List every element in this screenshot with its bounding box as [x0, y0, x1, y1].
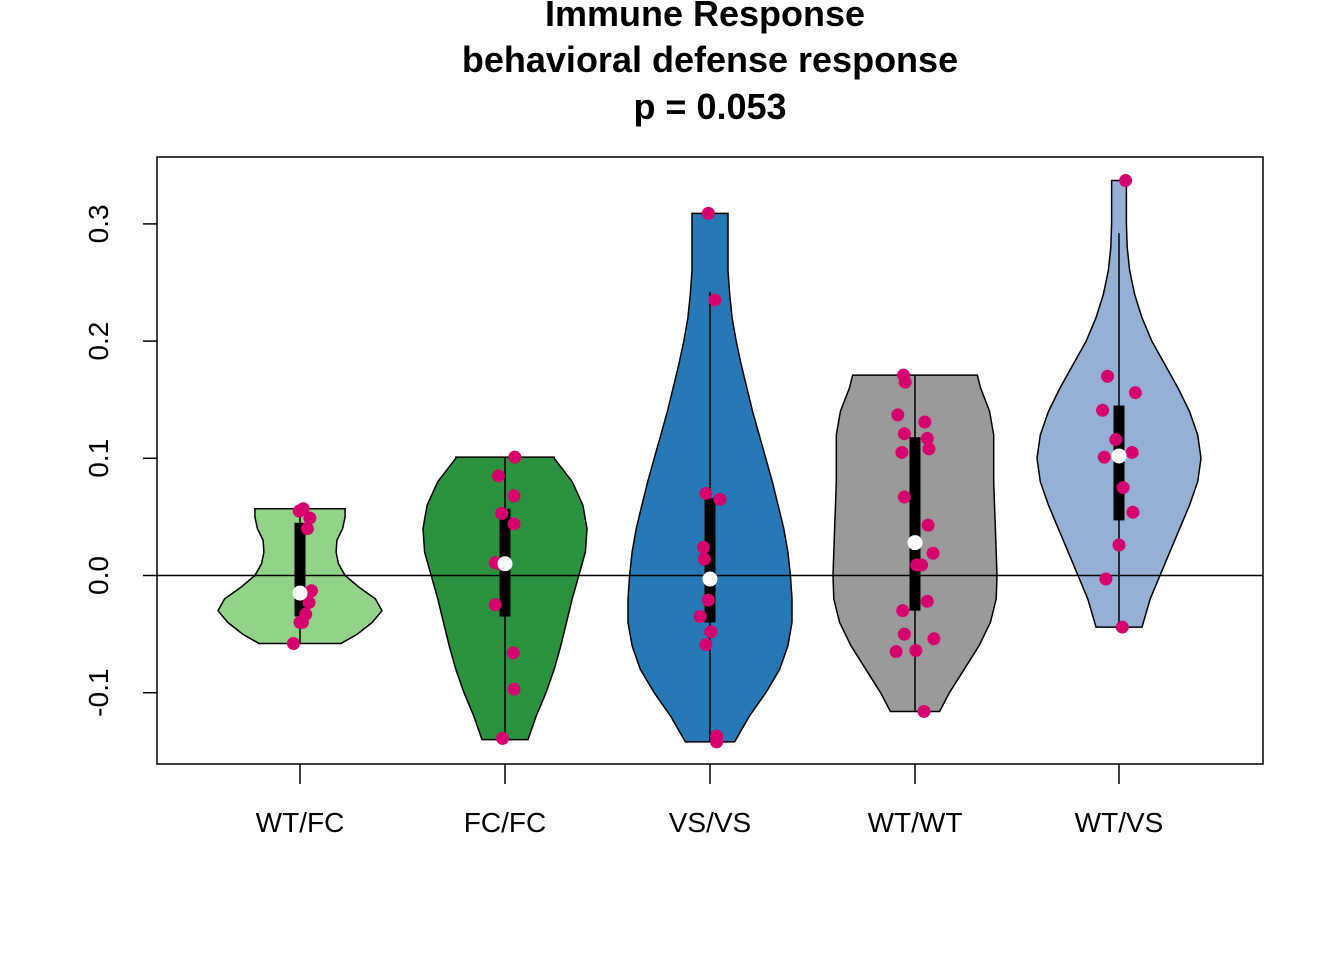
data-point — [1115, 620, 1129, 634]
data-point — [507, 517, 521, 531]
data-point — [296, 502, 310, 516]
data-point — [1128, 386, 1142, 400]
data-point — [895, 445, 909, 459]
y-tick-label: 0.3 — [83, 204, 114, 243]
median-marker-FC/FC — [497, 556, 513, 572]
median-marker-VS/VS — [702, 571, 718, 587]
data-point — [713, 492, 727, 506]
x-tick-label: WT/WT — [868, 807, 963, 838]
data-point — [1116, 481, 1130, 495]
data-point — [1109, 433, 1123, 447]
data-point — [1097, 450, 1111, 464]
data-point — [891, 408, 905, 422]
data-point — [710, 735, 724, 749]
data-point — [293, 615, 307, 629]
data-point — [507, 682, 521, 696]
data-point — [699, 486, 713, 500]
data-point — [918, 415, 932, 429]
iqr-box-WT/FC — [294, 522, 306, 617]
median-marker-WT/VS — [1111, 448, 1127, 464]
data-point — [303, 511, 317, 525]
data-point — [704, 625, 718, 639]
data-point — [1096, 403, 1110, 417]
data-point — [922, 442, 936, 456]
data-point — [302, 595, 316, 609]
x-tick-label: FC/FC — [464, 807, 546, 838]
data-point — [1119, 174, 1133, 188]
y-tick-label: 0.2 — [83, 322, 114, 361]
plot-area: -0.1 0.0 0.1 0.2 0.3 WT/FC FC/FC VS/VS WT/WT WT/V… — [83, 156, 1264, 838]
data-point — [897, 427, 911, 441]
data-point — [697, 552, 711, 566]
data-point — [304, 584, 318, 598]
title-line-1: Immune Response — [545, 0, 865, 34]
median-marker-WT/WT — [907, 535, 923, 551]
data-point — [495, 506, 509, 520]
data-point — [1099, 572, 1113, 586]
y-tick-label: 0.1 — [83, 439, 114, 478]
y-tick-label: 0.0 — [83, 556, 114, 595]
data-point — [920, 594, 934, 608]
data-point — [921, 518, 935, 532]
data-point — [896, 604, 910, 618]
data-point — [496, 731, 510, 745]
data-point — [1112, 538, 1126, 552]
iqr-box-WT/WT — [909, 437, 921, 611]
data-point — [920, 431, 934, 445]
data-point — [917, 704, 931, 718]
data-point — [693, 610, 707, 624]
data-point — [508, 450, 522, 464]
data-point — [491, 469, 505, 483]
data-point — [915, 558, 929, 572]
data-point — [300, 522, 314, 536]
x-tick-label: VS/VS — [669, 807, 751, 838]
data-point — [286, 636, 300, 650]
data-point — [897, 490, 911, 504]
data-point — [897, 627, 911, 641]
y-tick-label: -0.1 — [83, 669, 114, 717]
data-point — [927, 632, 941, 646]
data-point — [926, 546, 940, 560]
data-point — [696, 540, 710, 554]
data-point — [898, 375, 912, 389]
data-point — [699, 638, 713, 652]
median-marker-WT/FC — [292, 585, 308, 601]
data-point — [708, 293, 722, 307]
title-line-2: behavioral defense response — [462, 39, 958, 80]
data-point — [701, 206, 715, 220]
data-point — [506, 646, 520, 660]
data-point — [1125, 445, 1139, 459]
x-tick-label: WT/FC — [256, 807, 345, 838]
data-point — [507, 489, 521, 503]
chart-title: Immune Response behavioral defense respo… — [462, 0, 958, 127]
data-point — [701, 593, 715, 607]
x-tick-label: WT/VS — [1075, 807, 1164, 838]
data-point — [1126, 505, 1140, 519]
data-point — [909, 644, 923, 658]
title-line-3: p = 0.053 — [633, 86, 786, 127]
data-point — [1101, 369, 1115, 383]
data-point — [889, 645, 903, 659]
data-point — [488, 598, 502, 612]
